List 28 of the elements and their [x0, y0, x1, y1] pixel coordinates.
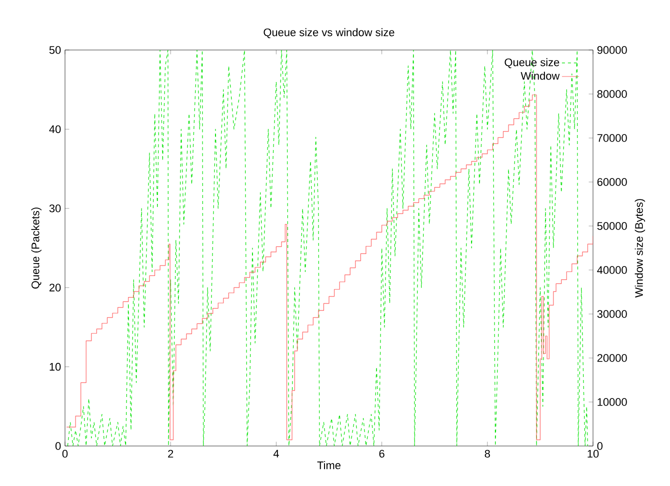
y2-tick-label: 50000	[597, 222, 627, 230]
x-axis-title: Time	[317, 461, 340, 470]
y2-tick-label: 80000	[597, 90, 627, 98]
y2-tick-label: 20000	[597, 354, 627, 362]
x-tick-label: 10	[588, 450, 599, 458]
x-tick-label: 6	[379, 450, 384, 458]
y2-tick-label: 70000	[597, 134, 627, 142]
y-tick-label: 40	[49, 125, 61, 134]
y2-tick-label: 30000	[597, 310, 627, 318]
legend-label: Queue size	[504, 58, 560, 68]
y2-tick-label: 60000	[597, 178, 627, 186]
y2-tick-label: 0	[597, 442, 603, 450]
y2-tick-label: 40000	[597, 266, 627, 274]
y-tick-label: 0	[55, 442, 61, 450]
y2-axis-title: Window size (Bytes)	[634, 199, 646, 298]
chart-title: Queue size vs window size	[264, 28, 394, 38]
x-tick-label: 0	[62, 450, 68, 458]
x-tick-label: 4	[273, 450, 279, 458]
y-tick-label: 50	[49, 46, 61, 54]
y-axis-title: Queue (Packets)	[31, 208, 42, 289]
y-tick-label: 10	[50, 362, 61, 371]
y2-tick-label: 10000	[598, 398, 627, 406]
x-tick-label: 2	[168, 450, 174, 458]
y2-tick-label: 90000	[597, 46, 627, 54]
x-tick-label: 8	[484, 450, 490, 458]
y-tick-label: 20	[50, 284, 61, 292]
legend-label: Window	[520, 72, 560, 80]
y-tick-label: 30	[49, 204, 61, 212]
